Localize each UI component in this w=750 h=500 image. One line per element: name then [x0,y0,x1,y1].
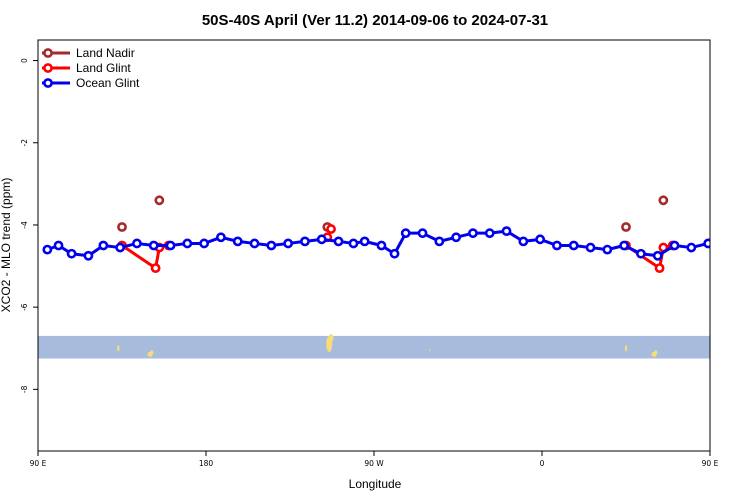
ocean-glint-point [602,244,613,255]
legend-land-glint-marker [43,63,53,73]
x-tick-label: 90 W [364,459,384,468]
x-tick-label: 90 E [702,459,719,468]
land-glint-point [654,263,665,274]
land-nadir-point [117,222,127,232]
map-band [38,333,710,359]
ocean-glint-point [333,236,344,247]
plot-frame [37,39,711,452]
map-land [624,345,628,352]
ocean-glint-point [686,242,697,253]
chart-title: 50S-40S April (Ver 11.2) 2014-09-06 to 2… [202,12,548,29]
y-tick-label: -4 [20,221,29,229]
x-tick-label: 0 [540,459,545,468]
map-ocean [38,335,710,359]
ocean-glint-point [42,244,53,255]
x-axis-label: Longitude [349,477,402,491]
ocean-glint-point [721,242,728,249]
y-tick-label: 0 [20,58,29,63]
ocean-glint-point [316,234,327,245]
ocean-glint-point [249,238,260,249]
ocean-glint-point [376,240,387,251]
ocean-glint-point [518,236,529,247]
ocean-glint-point [300,236,310,247]
land-nadir-point [621,222,631,232]
ocean-glint-point [738,242,745,249]
ocean-glint-point [451,232,462,243]
y-axis-label: XCO2 - MLO trend (ppm) [0,178,13,313]
ocean-glint-point [148,240,159,251]
y-tick-label: -6 [20,303,29,311]
x-ticks: 90 E 180 90 W 0 90 E [30,451,719,468]
ocean-glint-point [417,228,428,239]
land-glint-point [150,263,161,274]
ocean-glint-point [501,226,512,237]
map-land [328,333,334,342]
legend-land-glint-label: Land Glint [76,61,131,75]
ocean-glint-point [115,242,126,253]
y-ticks: 0 -2 -4 -6 -8 [20,58,38,393]
land-nadir-point [154,195,165,206]
ocean-glint-point [703,238,710,249]
ocean-glint-point [400,228,411,239]
ocean-glint-point [619,240,630,251]
x-tick-label: 180 [199,459,214,468]
ocean-glint-point [53,240,64,251]
ocean-glint-point [216,232,226,243]
ocean-glint-point [585,242,596,253]
ocean-glint-point [552,240,562,251]
ocean-glint-point [669,240,680,251]
ocean-glint-point [568,240,579,251]
ocean-glint-point [232,236,243,247]
ocean-glint-point [468,228,478,239]
ocean-glint-point [535,234,546,245]
legend-land-nadir-marker [43,48,53,58]
map-land [429,349,431,352]
data-series [42,195,745,274]
ocean-glint-point [389,248,400,259]
ocean-glint-point [652,250,663,261]
ocean-glint-point [199,238,210,249]
ocean-glint-point [66,248,77,259]
x-tick-label: 90 E [30,459,47,468]
ocean-glint-point [434,236,445,247]
legend-land-nadir-label: Land Nadir [76,46,135,60]
ocean-glint-point [348,238,359,249]
ocean-glint-point [636,248,646,259]
ocean-glint-point [165,240,176,251]
y-tick-label: -2 [20,139,29,147]
legend-ocean-glint-label: Ocean Glint [76,76,140,90]
legend-ocean-glint-marker [43,78,53,88]
ocean-glint-point [182,238,193,249]
ocean-glint-point [266,240,277,251]
ocean-glint-point [283,238,294,249]
land-glint-point [326,224,336,234]
ocean-glint-point [83,250,94,261]
map-land [150,350,154,355]
ocean-glint-point [132,238,142,249]
map-land [117,345,120,352]
ocean-glint-point [484,228,495,239]
land-nadir-point [658,195,669,206]
ocean-glint-point [359,236,370,247]
map-land [654,350,658,355]
y-tick-label: -8 [20,385,29,393]
ocean-glint-point [98,240,109,251]
